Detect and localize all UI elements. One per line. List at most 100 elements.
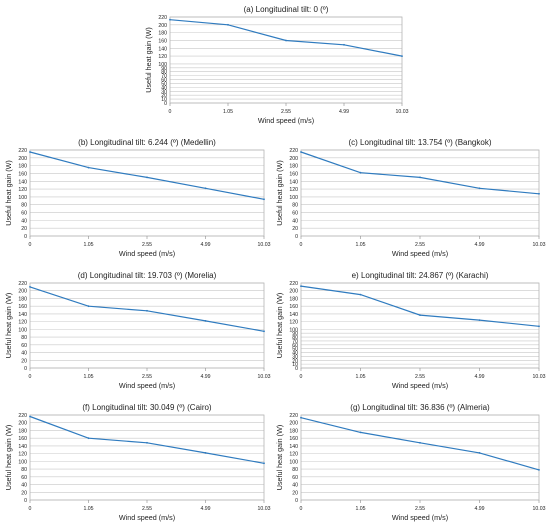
data-point [87,166,90,169]
y-tick-label: 100 [289,195,298,201]
data-point [146,309,148,312]
chart-title: (f) Longitudinal tilt: 30.049 (º) (Cairo… [82,403,212,412]
y-tick-label: 140 [289,179,298,185]
series-line [300,151,540,195]
y-tick-label: 180 [18,428,27,434]
data-point [263,330,265,333]
series-line [300,417,540,471]
x-tick-label: 0 [300,242,303,248]
x-tick-label: 10.03 [258,242,271,248]
y-tick-label: 100 [158,62,167,68]
data-point [538,469,540,471]
y-tick-label: 50 [292,347,298,353]
data-point [169,18,171,21]
data-point [227,23,229,26]
y-tick-label: 180 [18,296,27,302]
x-tick-label: 0 [300,506,303,512]
y-tick-label: 50 [161,81,167,87]
y-tick-label: 180 [18,164,27,170]
y-tick-label: 20 [21,358,27,364]
y-tick-label: 90 [292,331,298,337]
y-axis-label: Useful heat gain (W) [275,160,284,226]
y-tick-label: 40 [292,483,298,489]
y-tick-label: 180 [158,31,167,37]
y-axis-label: Useful heat gain (W) [275,425,284,491]
x-tick-label: 10.03 [533,506,546,512]
x-axis-label: Wind speed (m/s) [392,513,448,522]
x-tick-label: 4.99 [200,506,210,512]
x-tick-label: 2.55 [281,109,291,115]
y-tick-label: 80 [21,335,27,341]
y-tick-label: 60 [21,211,27,217]
data-point [204,320,207,322]
x-tick-label: 4.99 [200,374,210,380]
x-tick-label: 1.05 [223,109,233,115]
y-tick-label: 140 [289,444,298,450]
data-point [146,441,148,444]
x-tick-label: 4.99 [474,242,484,248]
y-tick-label: 0 [295,498,298,504]
x-tick-label: 10.03 [533,242,546,248]
y-tick-label: 0 [24,366,27,372]
chart-title: (g) Longitudinal tilt: 36.836 (º) (Almer… [350,403,490,412]
x-tick-label: 2.55 [415,242,425,248]
y-tick-label: 0 [164,101,167,107]
x-axis-label: Wind speed (m/s) [392,249,448,258]
data-point [263,462,265,465]
x-tick-label: 4.99 [474,374,484,380]
y-tick-label: 80 [292,467,298,473]
y-tick-label: 200 [289,289,298,295]
x-tick-label: 1.05 [355,506,365,512]
chart-title: (c) Longitudinal tilt: 13.754 (º) (Bangk… [349,138,492,147]
y-tick-label: 20 [21,226,27,232]
y-tick-label: 80 [21,467,27,473]
x-axis-label: Wind speed (m/s) [119,513,175,522]
y-axis-label: Useful heat gain (W) [4,293,13,359]
series-line [169,19,403,57]
y-tick-label: 0 [295,234,298,240]
data-point [87,437,90,440]
x-tick-label: 0 [29,506,32,512]
data-point [478,319,481,321]
y-axis-label: Useful heat gain (W) [144,27,153,93]
x-tick-label: 4.99 [474,506,484,512]
chart-title: e) Longitudinal tilt: 24.867 (º) (Karach… [352,271,489,280]
data-point [29,286,31,288]
data-point [359,171,362,174]
data-point [285,39,287,42]
y-tick-label: 0 [24,498,27,504]
series-line [29,415,265,464]
y-axis-label: Useful heat gain (W) [4,160,13,226]
y-tick-label: 160 [18,436,27,442]
y-tick-label: 220 [158,15,167,21]
series-line [29,286,265,332]
y-tick-label: 200 [18,289,27,295]
y-tick-label: 120 [289,320,298,326]
data-point [87,305,90,308]
data-point [359,431,362,434]
y-tick-label: 20 [292,226,298,232]
x-tick-label: 0 [29,374,32,380]
y-tick-label: 220 [18,281,27,287]
y-tick-label: 160 [289,436,298,442]
x-tick-label: 10.03 [533,374,546,380]
y-tick-label: 60 [292,343,298,349]
x-tick-label: 10.03 [396,109,409,115]
y-tick-label: 160 [158,38,167,44]
x-tick-label: 0 [29,242,32,248]
plot-area [300,149,540,237]
plot-area [300,282,540,369]
y-tick-label: 160 [18,304,27,310]
data-point [419,176,421,179]
y-axis-label: Useful heat gain (W) [4,425,13,491]
y-tick-label: 160 [289,171,298,177]
y-axis-label: Useful heat gain (W) [275,293,284,359]
y-tick-label: 100 [289,459,298,465]
data-point [29,415,31,418]
data-point [343,43,345,46]
y-tick-label: 200 [289,421,298,427]
y-tick-label: 30 [292,354,298,360]
data-point [478,452,481,454]
